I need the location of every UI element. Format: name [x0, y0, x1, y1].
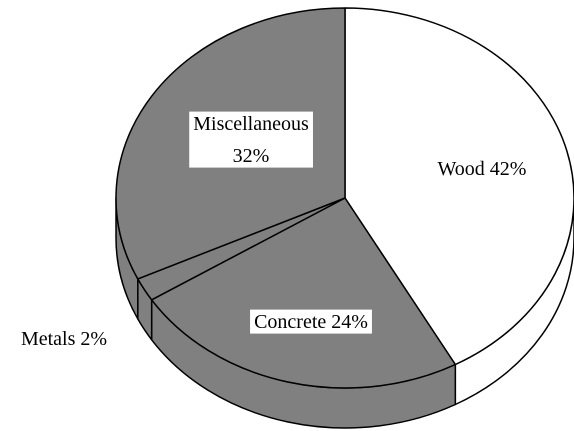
data-label: Wood 42% [438, 158, 527, 180]
value-label: 2% [80, 328, 107, 350]
category-label: Wood [438, 158, 485, 180]
data-label-group: Concrete 24% [250, 309, 372, 334]
category-label: Miscellaneous [193, 113, 309, 135]
category-label: Metals [21, 328, 76, 350]
data-label-group: Metals 2% [21, 328, 107, 350]
data-label-group: Miscellaneous 32% [189, 111, 313, 168]
slice [344, 7, 574, 366]
label-background [189, 111, 313, 168]
category-label: Concrete [254, 311, 326, 333]
data-label: Miscellaneous 32% [193, 113, 309, 167]
data-label: Metals 2% [21, 328, 107, 350]
data-label-group: Wood 42% [438, 158, 527, 180]
value-label: 24% [331, 311, 368, 333]
slice [150, 197, 457, 389]
value-label: 32% [233, 145, 270, 167]
label-background [250, 309, 372, 334]
data-label: Concrete 24% [254, 311, 368, 333]
value-label: 42% [490, 158, 527, 180]
